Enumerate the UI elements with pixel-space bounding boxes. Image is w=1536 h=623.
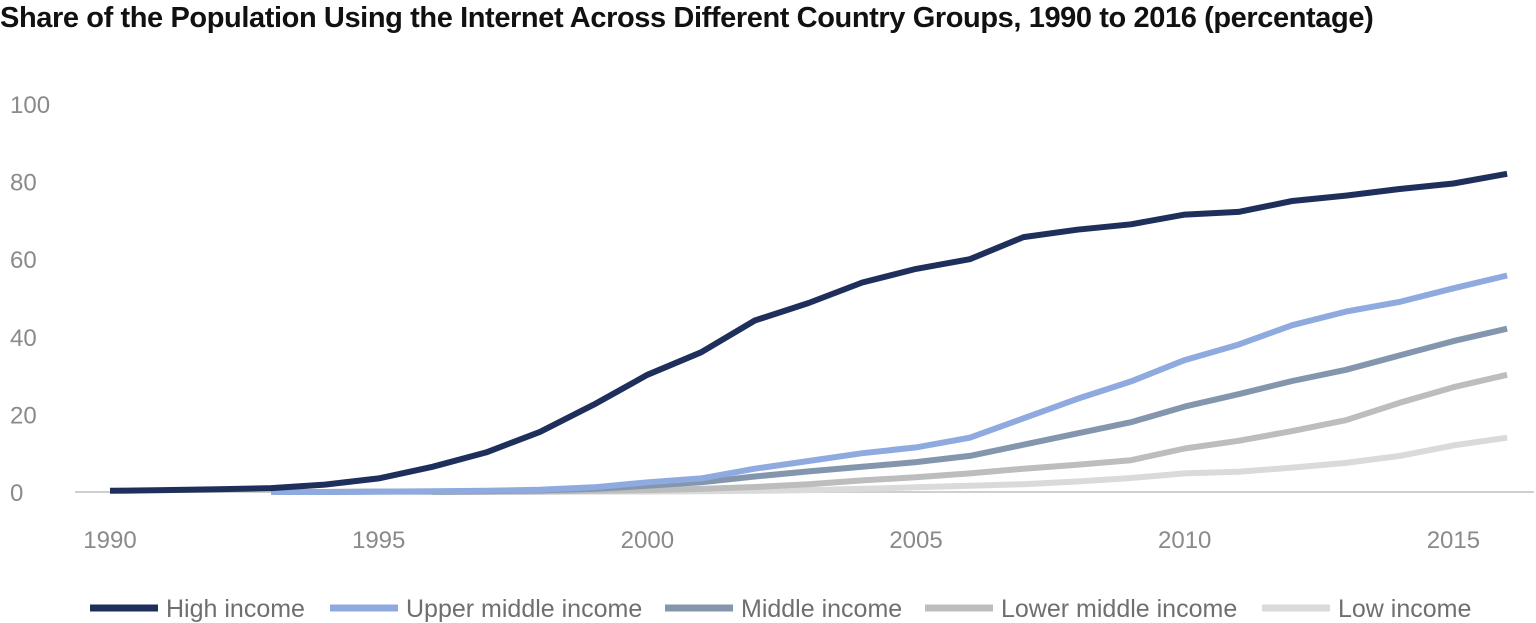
y-tick-label: 20 [10, 402, 37, 429]
y-tick-label: 40 [10, 325, 37, 352]
x-tick-label: 2015 [1427, 527, 1480, 554]
legend: High income Upper middle income Middle inc… [90, 595, 1471, 623]
chart-title: Share of the Population Using the Intern… [0, 2, 1374, 34]
series-line-lower-middle-income [432, 371, 1508, 495]
y-tick-label: 100 [10, 92, 50, 119]
x-tick-label: 1995 [352, 527, 405, 554]
y-tick-label: 80 [10, 170, 37, 197]
series-line-upper-middle-income [271, 272, 1508, 495]
legend-label: Low income [1338, 595, 1471, 623]
legend-label: High income [166, 595, 305, 623]
series-lines [109, 170, 1508, 495]
series-line-low-income [432, 434, 1508, 495]
y-tick-label: 0 [10, 480, 23, 507]
x-tick-label: 2005 [889, 527, 942, 554]
x-tick-label: 2010 [1158, 527, 1211, 554]
legend-label: Upper middle income [406, 595, 642, 623]
legend-label: Lower middle income [1001, 595, 1237, 623]
x-tick-label: 1990 [83, 527, 136, 554]
legend-label: Middle income [741, 595, 902, 623]
x-axis: 1990 1995 2000 2005 2010 2015 [75, 491, 1534, 554]
y-tick-label: 60 [10, 247, 37, 274]
y-axis-ticks: 0 20 40 60 80 100 [10, 92, 50, 507]
series-line-high-income [109, 170, 1508, 494]
x-tick-label: 2000 [621, 527, 674, 554]
